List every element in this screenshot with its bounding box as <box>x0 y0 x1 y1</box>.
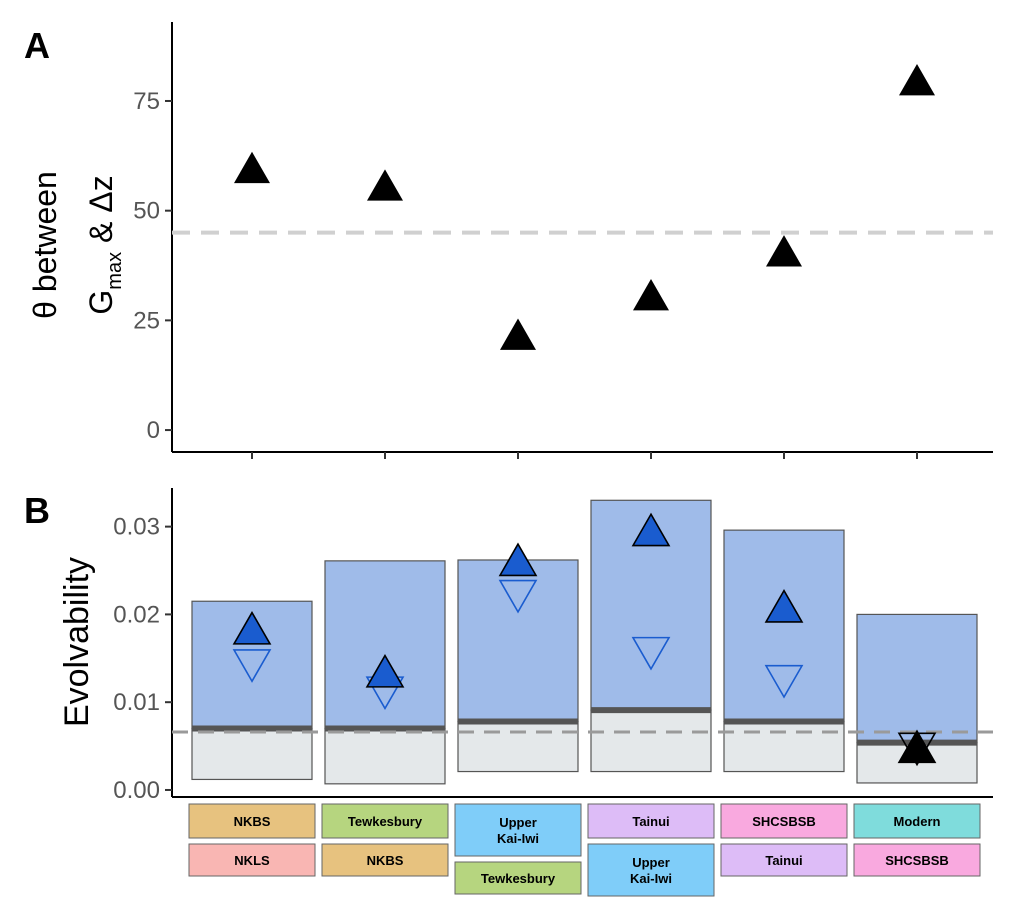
population-top-label: NKBS <box>234 814 271 829</box>
population-top-label: SHCSBSB <box>752 814 816 829</box>
panel-a-y-tick-label: 25 <box>133 307 160 334</box>
panel-b-lower-range-bar <box>191 727 313 781</box>
panel-b-plot-area: 0.00 0.01 0.02 0.03 <box>113 488 993 804</box>
panel-b-lower-range-bar <box>457 720 579 773</box>
population-bottom-box <box>321 843 449 877</box>
panel-b-filled-up-triangle <box>498 542 538 577</box>
population-top-box <box>188 803 316 839</box>
population-bottom-label: NKLS <box>234 853 270 868</box>
population-bottom-label: NKBS <box>367 853 404 868</box>
population-top-box <box>853 803 981 839</box>
panel-a-point <box>766 235 802 267</box>
population-bottom-label: Tewkesbury <box>481 871 556 886</box>
panel-a-y-label-g: G <box>83 290 119 315</box>
population-top-label: Tewkesbury <box>348 814 423 829</box>
population-top-label: Upper <box>499 815 537 830</box>
panel-a: A θ between Gmax & Δz 0 25 50 75 <box>24 22 993 459</box>
population-top-box <box>720 803 848 839</box>
panel-b-lower-range-bar <box>723 720 845 773</box>
population-top-label: Kai-Iwi <box>497 831 539 846</box>
population-bottom-box <box>720 843 848 877</box>
panel-b-filled-up-triangle <box>232 610 272 645</box>
panel-b-filled-up-triangle <box>897 729 937 764</box>
population-top-box <box>321 803 449 839</box>
panel-a-point <box>500 318 536 350</box>
panel-a-y-tick-label: 0 <box>147 417 160 444</box>
panel-b-upper-range-bar <box>723 529 845 723</box>
population-bottom-box <box>188 843 316 877</box>
panel-b-lower-range-bar <box>324 727 446 785</box>
population-labels: NKBSNKLSTewkesburyNKBSUpperKai-IwiTewkes… <box>188 803 981 897</box>
population-bottom-label: Kai-Iwi <box>630 871 672 886</box>
panel-a-y-tick-label: 50 <box>133 198 160 225</box>
panel-a-point <box>367 169 403 201</box>
population-top-label: Tainui <box>632 814 669 829</box>
panel-a-point <box>899 64 935 96</box>
population-top-box <box>587 803 715 839</box>
panel-label-b: B <box>24 490 50 531</box>
panel-b-open-down-triangle <box>764 664 804 699</box>
population-top-box <box>454 803 582 857</box>
population-bottom-box <box>587 843 715 897</box>
panel-b-y-tick-label: 0.02 <box>113 601 160 628</box>
panel-b-open-down-triangle <box>232 649 272 683</box>
panel-b-y-label: Evolvability <box>58 557 96 727</box>
population-bottom-label: Tainui <box>765 853 802 868</box>
panel-b-y-tick-label: 0.03 <box>113 514 160 541</box>
population-bottom-label: SHCSBSB <box>885 853 949 868</box>
panel-b-filled-up-triangle <box>365 653 405 688</box>
panel-a-plot-area: 0 25 50 75 <box>133 22 993 459</box>
panel-b-y-tick-label: 0.00 <box>113 777 160 804</box>
panel-a-y-label-subscript: max <box>104 252 126 290</box>
panel-b-y-tick-label: 0.01 <box>113 689 160 716</box>
panel-b-open-down-triangle <box>498 579 538 614</box>
panel-b-upper-range-bar <box>324 560 446 730</box>
panel-a-point <box>633 279 669 311</box>
panel-b-filled-up-triangle <box>631 512 671 547</box>
population-top-label: Modern <box>894 814 941 829</box>
panel-a-point <box>234 151 270 184</box>
panel-b-open-down-triangle <box>631 636 671 671</box>
panel-a-y-label-line2: Gmax & Δz <box>83 175 126 314</box>
population-bottom-box <box>454 861 582 895</box>
population-bottom-box <box>853 843 981 877</box>
panel-a-y-tick-label: 75 <box>133 88 160 115</box>
panel-b-upper-range-bar <box>457 559 579 723</box>
population-bottom-label: Upper <box>632 855 670 870</box>
panel-b-lower-range-bar <box>590 709 712 773</box>
panel-a-y-label-line1: θ between <box>27 171 63 319</box>
panel-b-filled-up-triangle <box>764 588 804 623</box>
panel-b-upper-range-bar <box>856 613 978 744</box>
panel-label-a: A <box>24 25 50 66</box>
panel-a-y-label-rest: & Δz <box>83 175 119 252</box>
panel-b: B Evolvability 0.00 0.01 0.02 0.03 <box>24 488 993 804</box>
